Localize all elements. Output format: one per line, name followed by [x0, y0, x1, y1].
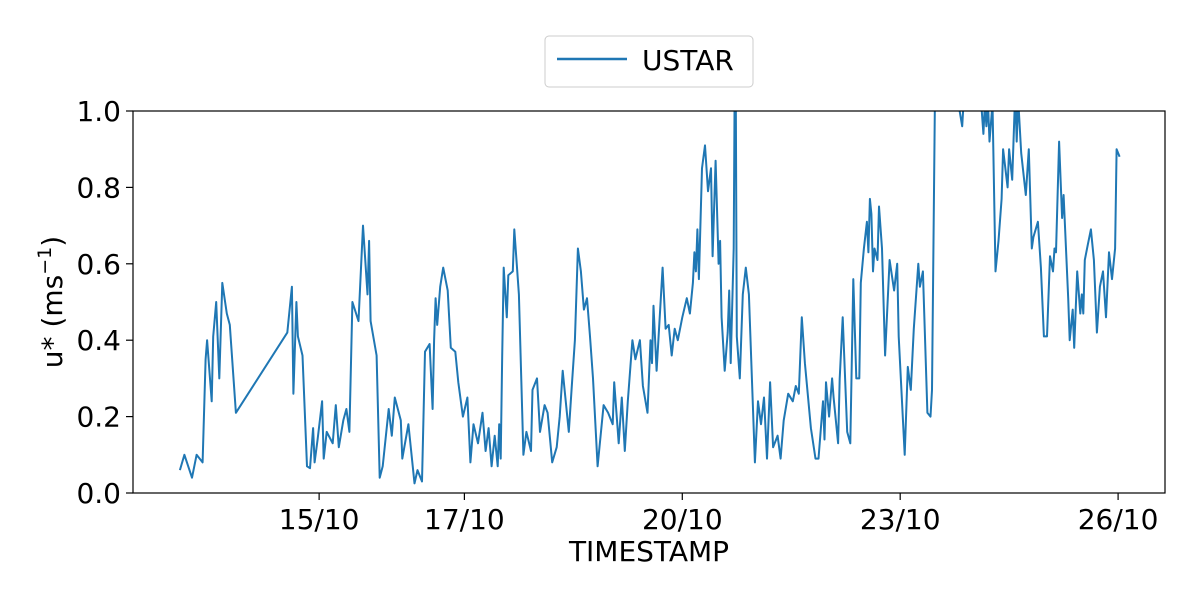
y-tick-label: 0.0: [76, 477, 121, 510]
plot-frame: [132, 110, 1166, 494]
x-tick-label: 26/10: [1078, 503, 1159, 536]
series-line-ustar: [178, 111, 1121, 485]
series-layer: [178, 111, 1121, 485]
x-tick-label: 15/10: [279, 503, 360, 536]
y-axis-label-main: u* (ms: [36, 275, 69, 368]
legend-box: [544, 35, 754, 88]
y-tick-label: 0.6: [76, 248, 121, 281]
x-tick-label: 20/10: [642, 503, 723, 536]
y-axis-label-exponent: −1: [34, 247, 56, 275]
legend-label-ustar: USTAR: [642, 44, 734, 77]
y-tick-label: 0.4: [76, 324, 121, 357]
y-axis-label-close: ): [36, 236, 69, 247]
legend: USTAR: [544, 35, 754, 88]
y-axis: 0.0 0.2 0.4 0.6 0.8 1.0: [76, 95, 133, 510]
y-tick-label: 0.2: [76, 401, 121, 434]
y-tick-label: 0.8: [76, 171, 121, 204]
x-axis: 15/10 17/10 20/10 23/10 26/10: [279, 493, 1159, 536]
x-axis-label: TIMESTAMP: [568, 535, 729, 568]
y-tick-label: 1.0: [76, 95, 121, 128]
y-axis-label: u* (ms−1): [34, 236, 69, 368]
x-tick-label: 23/10: [860, 503, 941, 536]
x-tick-label: 17/10: [424, 503, 505, 536]
